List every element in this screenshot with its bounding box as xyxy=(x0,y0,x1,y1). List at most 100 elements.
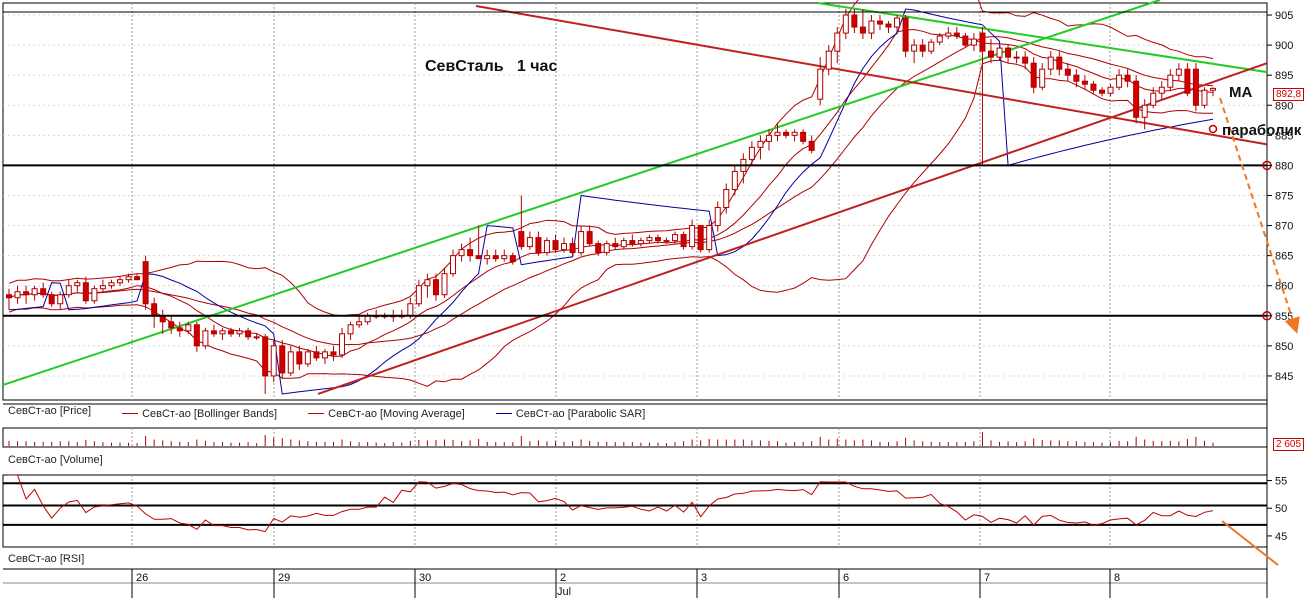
candle-body xyxy=(40,288,47,296)
candle-body xyxy=(356,321,363,326)
candle-body xyxy=(859,26,866,34)
panel-frame xyxy=(2,474,1268,548)
candle-body xyxy=(723,188,730,209)
candle-body xyxy=(603,243,610,254)
candle-body xyxy=(518,231,525,248)
candle-body xyxy=(672,234,679,242)
candle-body xyxy=(31,288,38,296)
candle-body xyxy=(415,285,422,305)
x-tick-label: 6 xyxy=(843,572,849,584)
trend-lines xyxy=(2,0,1268,395)
candle-body xyxy=(1150,92,1157,106)
candle-body xyxy=(74,282,81,287)
candle-body xyxy=(902,17,909,52)
candle-body xyxy=(586,231,593,245)
price-tick-label: 905 xyxy=(1275,10,1293,22)
candle-body xyxy=(82,282,89,302)
candle-body xyxy=(304,351,311,365)
price-tick-label: 865 xyxy=(1275,251,1293,263)
candle-body xyxy=(450,255,457,275)
candle-body xyxy=(757,140,764,148)
candle-body xyxy=(202,330,209,347)
rsi-tick-label: 45 xyxy=(1275,531,1287,543)
parabolic-sar xyxy=(8,8,1214,395)
indicator-lines xyxy=(8,0,1214,395)
candle-body xyxy=(1167,74,1174,88)
x-tick-label: 30 xyxy=(419,572,431,584)
rsi-tick-label: 55 xyxy=(1275,476,1287,488)
candle-body xyxy=(987,50,994,58)
candle-body xyxy=(680,234,687,248)
candle-body xyxy=(1056,56,1063,70)
candle-body xyxy=(1201,89,1208,106)
moving-average-fast xyxy=(8,28,1214,357)
parabolic-annotation: параболик xyxy=(1222,122,1302,139)
bollinger-upper xyxy=(8,0,1214,317)
candle-body xyxy=(1022,56,1029,64)
price-tick-label: 870 xyxy=(1275,221,1293,233)
candle-body xyxy=(1210,87,1216,91)
candle-body xyxy=(748,146,755,160)
candle-body xyxy=(876,20,883,25)
candle-body xyxy=(1073,74,1080,82)
legend-item-price: СевСт-ао [Price] xyxy=(8,405,91,417)
candles xyxy=(6,9,1216,394)
candle-body xyxy=(637,240,644,245)
candle-body xyxy=(57,294,64,305)
candle-body xyxy=(663,240,670,243)
chart-title: СевСталь 1 час xyxy=(425,58,558,75)
candle-body xyxy=(808,140,815,151)
candle-body xyxy=(484,255,491,260)
horizontal-levels xyxy=(3,11,1272,321)
candle-body xyxy=(1064,68,1071,76)
legend: СевСт-ао [Price] СевСт-ао [Bollinger Ban… xyxy=(8,405,669,420)
candle-body xyxy=(1158,86,1165,94)
candle-body xyxy=(1005,47,1012,58)
candle-body xyxy=(783,131,790,136)
candle-body xyxy=(654,237,661,242)
candle-body xyxy=(151,303,158,317)
candle-body xyxy=(467,249,474,257)
candle-body xyxy=(262,336,269,377)
candle-body xyxy=(1175,68,1182,76)
rsi-panel: 45 50 55 xyxy=(3,475,1287,543)
candle-body xyxy=(492,255,499,260)
price-tick-label: 900 xyxy=(1275,40,1293,52)
candle-body xyxy=(270,345,277,377)
candle-body xyxy=(817,68,824,100)
candle-body xyxy=(996,47,1003,58)
candle-body xyxy=(279,345,286,374)
candle-body xyxy=(629,240,636,245)
candle-body xyxy=(842,14,849,34)
candle-body xyxy=(800,131,807,142)
candle-body xyxy=(458,249,465,257)
x-tick-label: 2 xyxy=(560,572,566,584)
legend-label: СевСт-ао [Bollinger Bands] xyxy=(142,407,278,420)
candle-body xyxy=(65,285,72,296)
candle-body xyxy=(689,225,696,248)
candle-body xyxy=(1141,104,1148,118)
candle-body xyxy=(552,240,559,251)
ma-annotation: МА xyxy=(1229,84,1253,101)
candle-body xyxy=(407,303,414,317)
candle-body xyxy=(432,279,439,296)
candle-body xyxy=(612,243,619,248)
candle-body xyxy=(535,237,542,254)
candle-body xyxy=(1184,68,1191,94)
candle-body xyxy=(117,279,124,284)
legend-item-psar: СевСт-ао [Parabolic SAR] xyxy=(492,408,645,420)
legend-label: СевСт-ао [Moving Average] xyxy=(328,407,465,420)
candle-body xyxy=(953,32,960,37)
price-tick-label: 890 xyxy=(1275,100,1293,112)
candle-body xyxy=(475,255,482,260)
price-tick-label: 885 xyxy=(1275,130,1293,142)
psar-marker xyxy=(1208,124,1218,134)
rsi-panel-label: СевСт-ао [RSI] xyxy=(8,553,85,565)
candle-body xyxy=(1047,56,1054,70)
panel-frames xyxy=(2,2,1268,598)
candle-body xyxy=(885,23,892,28)
price-tick-label: 880 xyxy=(1275,160,1293,172)
candle-body xyxy=(894,17,901,28)
candle-body xyxy=(321,351,328,359)
